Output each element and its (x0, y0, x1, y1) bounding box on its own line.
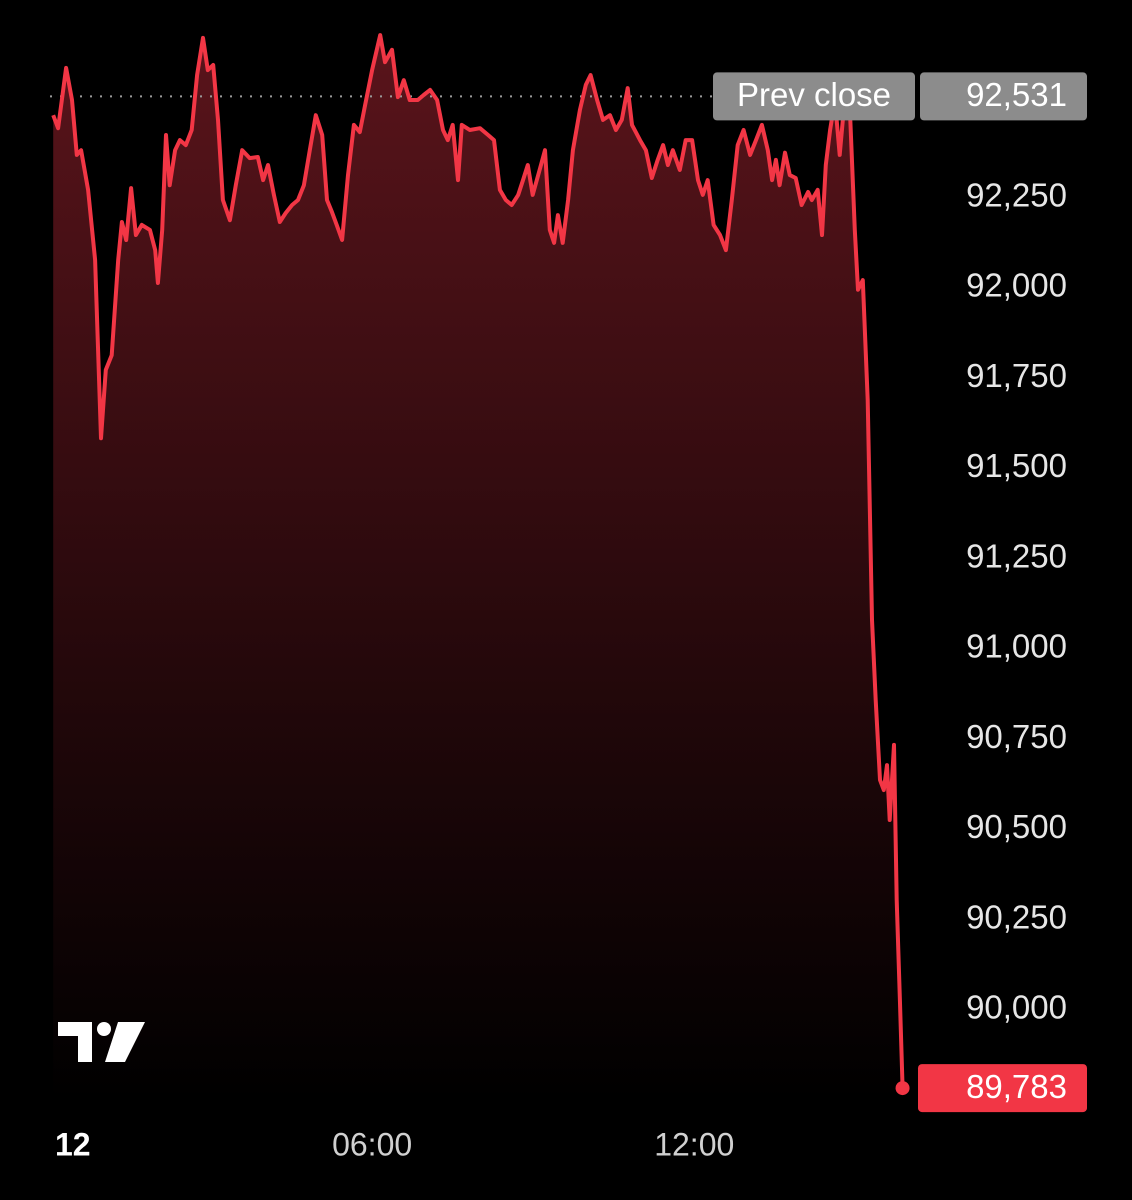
y-tick-label: 91,500 (966, 447, 1067, 484)
area-fill (53, 35, 903, 1101)
y-tick-label: 92,250 (966, 177, 1067, 214)
x-tick-label: 12 (55, 1126, 91, 1162)
y-tick-label: 91,750 (966, 357, 1067, 394)
last-point (895, 1081, 910, 1096)
y-tick-label: 91,000 (966, 628, 1067, 665)
y-tick-label: 90,500 (966, 808, 1067, 845)
prev-close-value: 92,531 (966, 76, 1067, 113)
x-tick-label: 06:00 (332, 1126, 412, 1162)
y-tick-label: 92,000 (966, 267, 1067, 304)
prev-close-value-box (920, 72, 1087, 121)
prev-close-name-box (713, 72, 915, 121)
y-tick-label: 90,250 (966, 898, 1067, 935)
last-price-box (918, 1064, 1087, 1113)
price-line (51, 33, 905, 1089)
x-tick-label: 12:00 (654, 1126, 734, 1162)
y-tick-label: 91,250 (966, 537, 1067, 574)
tradingview-logo (58, 1022, 145, 1062)
y-tick-label: 90,750 (966, 718, 1067, 755)
last-price-label: 89,783 (966, 1068, 1067, 1105)
prev-close-name: Prev close (737, 76, 891, 113)
y-tick-label: 90,000 (966, 988, 1067, 1025)
